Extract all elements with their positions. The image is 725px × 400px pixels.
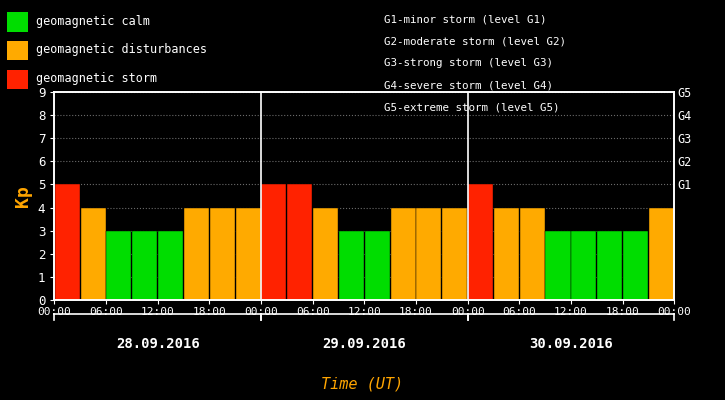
Bar: [55, 184, 80, 300]
Text: geomagnetic disturbances: geomagnetic disturbances: [36, 44, 207, 56]
Bar: [339, 231, 364, 300]
Bar: [210, 208, 235, 300]
Bar: [571, 231, 597, 300]
Text: geomagnetic storm: geomagnetic storm: [36, 72, 157, 85]
Bar: [107, 231, 131, 300]
Bar: [184, 208, 209, 300]
Bar: [442, 208, 467, 300]
Text: G1-minor storm (level G1): G1-minor storm (level G1): [384, 14, 547, 24]
Bar: [365, 231, 390, 300]
Text: G3-strong storm (level G3): G3-strong storm (level G3): [384, 58, 553, 68]
Bar: [132, 231, 157, 300]
Text: 30.09.2016: 30.09.2016: [529, 337, 613, 351]
Text: G5-extreme storm (level G5): G5-extreme storm (level G5): [384, 102, 560, 112]
Bar: [391, 208, 415, 300]
Bar: [236, 208, 260, 300]
Text: geomagnetic calm: geomagnetic calm: [36, 15, 150, 28]
Bar: [623, 231, 648, 300]
Bar: [158, 231, 183, 300]
Y-axis label: Kp: Kp: [14, 185, 33, 207]
Text: G2-moderate storm (level G2): G2-moderate storm (level G2): [384, 36, 566, 46]
Bar: [649, 208, 674, 300]
Bar: [468, 184, 493, 300]
Text: Time (UT): Time (UT): [321, 376, 404, 392]
Bar: [597, 231, 622, 300]
Text: G4-severe storm (level G4): G4-severe storm (level G4): [384, 80, 553, 90]
Bar: [520, 208, 544, 300]
Bar: [416, 208, 442, 300]
Bar: [80, 208, 106, 300]
Bar: [545, 231, 571, 300]
Text: 29.09.2016: 29.09.2016: [323, 337, 406, 351]
Text: 28.09.2016: 28.09.2016: [116, 337, 199, 351]
Bar: [262, 184, 286, 300]
Bar: [287, 184, 312, 300]
Bar: [494, 208, 519, 300]
Bar: [313, 208, 338, 300]
